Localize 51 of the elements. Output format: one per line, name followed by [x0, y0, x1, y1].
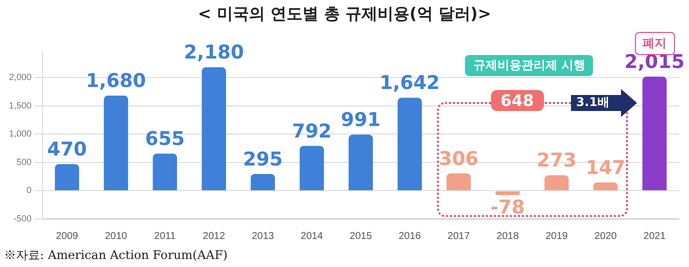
x-tick-label: 2014 — [300, 230, 324, 242]
data-label: 655 — [145, 128, 185, 150]
bar — [398, 98, 422, 190]
y-tick-label: 2,000 — [8, 72, 32, 82]
x-tick-label: 2018 — [496, 230, 520, 242]
text: ※자료: American Action Forum(AAF) — [4, 247, 228, 264]
bar — [348, 134, 373, 190]
bar — [250, 174, 275, 190]
bar — [446, 173, 471, 190]
x-tick-label: 2020 — [594, 230, 618, 242]
data-label: 2,180 — [184, 42, 244, 64]
x-tick-label: 2012 — [202, 230, 226, 242]
x-tick-label: 2019 — [545, 230, 568, 242]
bar — [593, 182, 618, 190]
chart-title: < 미국의 연도별 총 규제비용(억 달러)> — [196, 3, 492, 25]
bar — [104, 96, 128, 190]
y-tick-label: -500 — [14, 213, 32, 224]
bar — [544, 175, 569, 190]
annotation: 폐지 — [642, 36, 667, 50]
data-label: 273 — [536, 150, 576, 172]
annotation: 648 — [490, 90, 544, 112]
data-label: 2,015 — [624, 51, 685, 74]
x-tick-label: 2017 — [448, 230, 470, 242]
annotation: 3.1배 — [576, 94, 610, 112]
bar — [202, 67, 226, 190]
x-tick-label: 2021 — [643, 230, 666, 242]
data-label: -78 — [490, 196, 525, 219]
y-tick-label: 500 — [16, 156, 32, 167]
x-tick-label: 2015 — [350, 230, 372, 242]
data-label: 306 — [438, 148, 479, 170]
x-tick-label: 2010 — [104, 230, 128, 242]
x-tick-label: 2016 — [398, 230, 422, 242]
data-label: 470 — [47, 138, 87, 161]
data-label: 792 — [292, 120, 332, 142]
data-label: 1,642 — [380, 72, 440, 94]
annotation: 규제비용관리제 시행 — [465, 55, 594, 76]
y-tick-label: 1,000 — [8, 128, 32, 139]
data-label: 1,680 — [86, 70, 146, 92]
bar — [642, 76, 667, 190]
data-label: 295 — [243, 148, 283, 170]
data-label: 991 — [340, 109, 381, 132]
x-tick-label: 2011 — [154, 230, 176, 242]
bar — [152, 154, 178, 190]
x-tick-label: 2013 — [252, 230, 274, 242]
bar — [54, 164, 80, 190]
x-tick-label: 2009 — [56, 230, 79, 242]
bar — [496, 191, 520, 196]
data-label: 147 — [586, 156, 626, 179]
bar — [300, 146, 324, 190]
y-tick-label: 0 — [26, 185, 32, 196]
y-tick-label: 1,500 — [8, 100, 32, 110]
